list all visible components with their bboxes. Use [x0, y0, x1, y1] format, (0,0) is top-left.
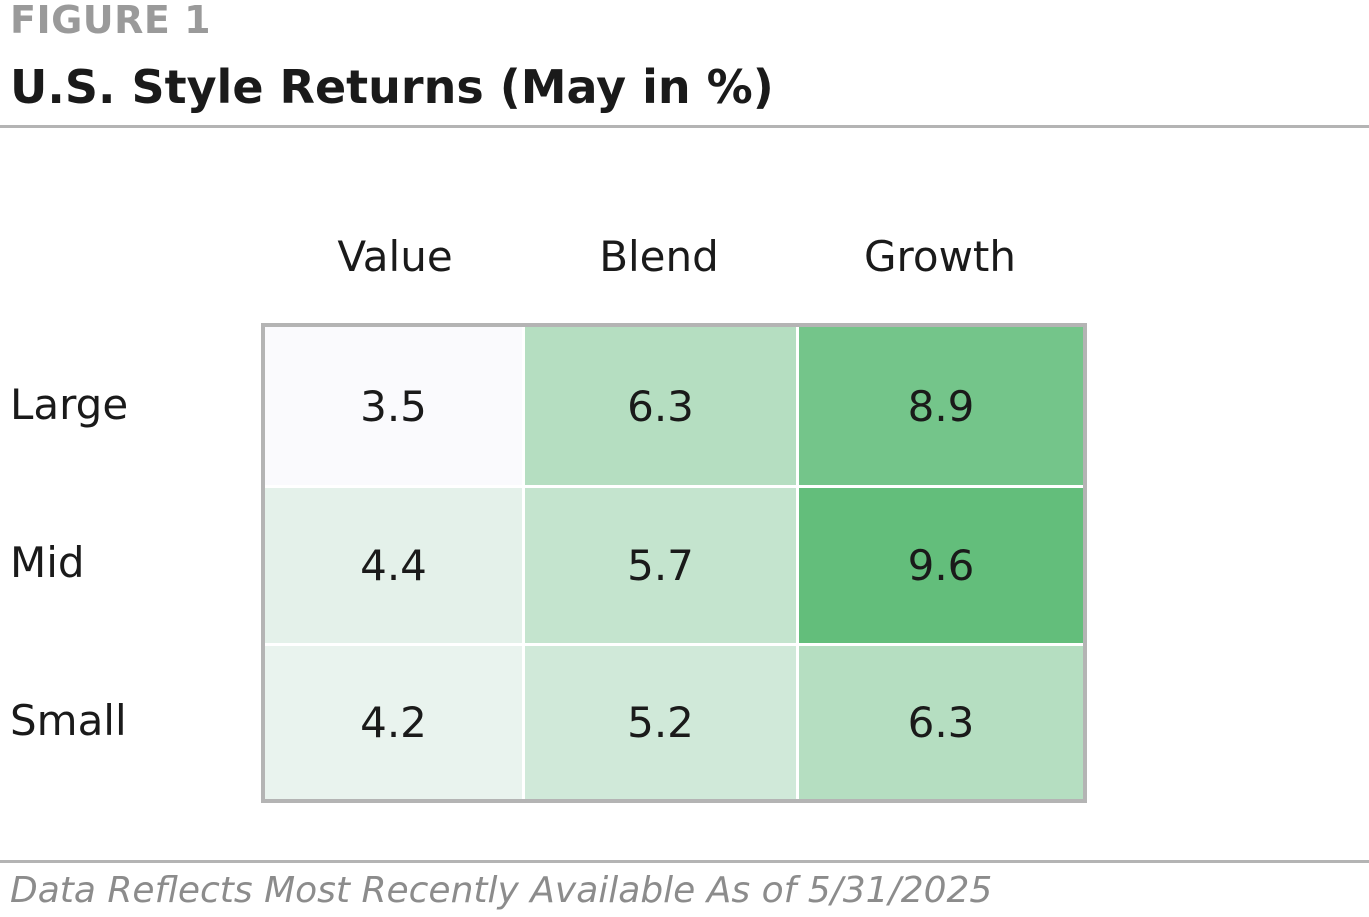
footer-divider [0, 860, 1369, 863]
heatmap-cell-mid-blend: 5.7 [522, 485, 796, 643]
heatmap-cell-mid-value: 4.4 [265, 485, 522, 643]
chart-title: U.S. Style Returns (May in %) [10, 60, 774, 114]
heatmap-cell-small-blend: 5.2 [522, 643, 796, 799]
figure-label: FIGURE 1 [10, 0, 212, 42]
row-header-large: Large [10, 380, 129, 429]
heatmap-cell-large-growth: 8.9 [796, 327, 1083, 485]
heatmap-cell-large-blend: 6.3 [522, 327, 796, 485]
column-header-blend: Blend [599, 232, 719, 281]
title-divider [0, 125, 1369, 128]
row-header-small: Small [10, 696, 127, 745]
heatmap-cell-large-value: 3.5 [265, 327, 522, 485]
column-header-value: Value [337, 232, 453, 281]
heatmap-cell-small-growth: 6.3 [796, 643, 1083, 799]
heatmap-cell-mid-growth: 9.6 [796, 485, 1083, 643]
heatmap-grid: 3.5 6.3 8.9 4.4 5.7 9.6 4.2 5.2 6.3 [261, 323, 1087, 803]
footnote: Data Reflects Most Recently Available As… [10, 870, 993, 911]
column-header-growth: Growth [863, 232, 1017, 281]
heatmap-cell-small-value: 4.2 [265, 643, 522, 799]
row-header-mid: Mid [10, 538, 85, 587]
